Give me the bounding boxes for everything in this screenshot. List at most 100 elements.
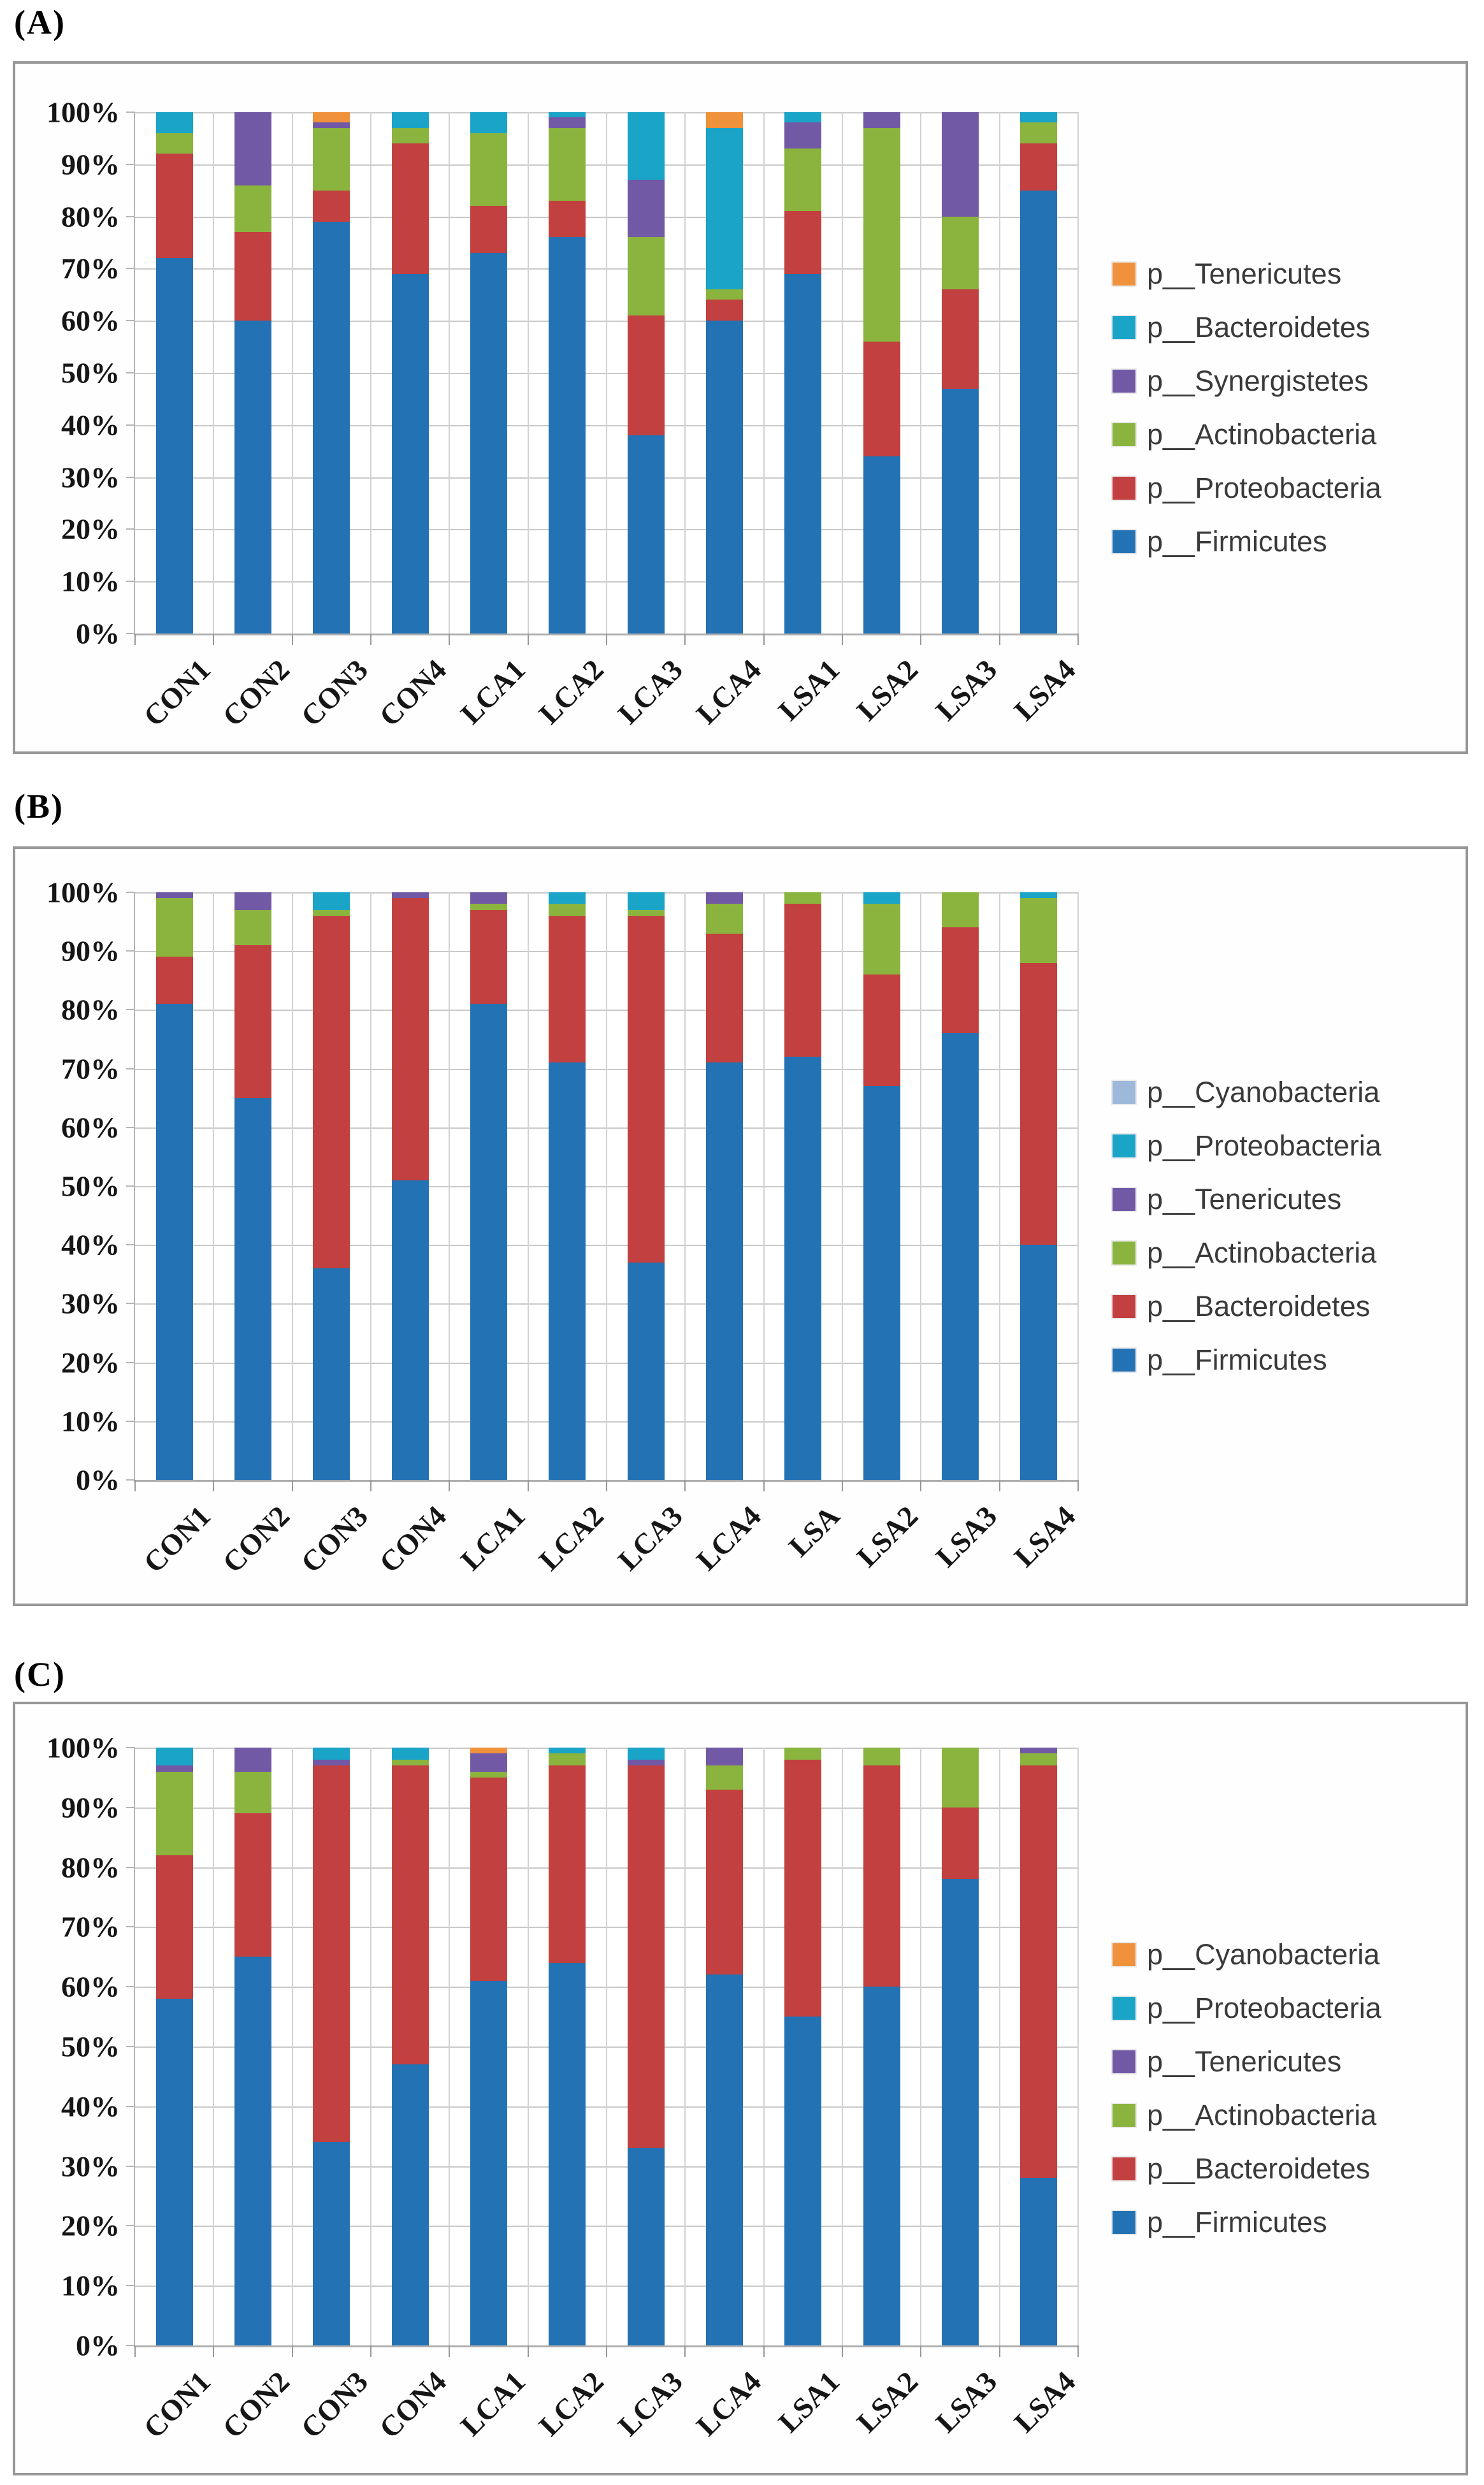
stacked-bar bbox=[470, 1748, 507, 2345]
bar-segment bbox=[313, 190, 350, 222]
legend-swatch bbox=[1111, 2049, 1137, 2075]
legend-item: p__Cyanobacteria bbox=[1111, 1938, 1457, 1971]
gridline-vertical bbox=[370, 892, 371, 1480]
bar-segment bbox=[941, 289, 979, 389]
stacked-bar bbox=[784, 112, 822, 634]
bar-segment bbox=[705, 1062, 743, 1480]
bar-segment bbox=[627, 1748, 665, 1760]
bar-segment bbox=[705, 321, 743, 634]
x-axis-category-label: CON1 bbox=[137, 653, 217, 733]
category-slot bbox=[764, 892, 842, 1480]
bar-segment bbox=[784, 1748, 822, 1760]
category-slot bbox=[449, 112, 528, 634]
stacked-bar bbox=[1020, 112, 1058, 634]
x-axis-category-label: LCA2 bbox=[533, 1499, 610, 1577]
category-slot bbox=[213, 1748, 292, 2345]
gridline-vertical bbox=[763, 1748, 765, 2345]
gridline-vertical bbox=[684, 112, 686, 634]
x-axis-category-label: LCA1 bbox=[454, 2365, 531, 2442]
x-axis-tick-mark bbox=[998, 1480, 1000, 1491]
stacked-bar bbox=[470, 892, 507, 1480]
x-axis-category-label: LCA1 bbox=[454, 1499, 531, 1577]
plot-area: 100% 90% 80% 70% 60% 50% 40% 30% 20% 10% 0% CON1 CON… bbox=[47, 1732, 1081, 2445]
bar-segment bbox=[549, 1962, 586, 2345]
x-axis-category-label: LSA4 bbox=[1007, 653, 1082, 727]
y-axis-tick-mark bbox=[126, 215, 135, 217]
bar-segment bbox=[627, 892, 665, 910]
y-axis-tick-label: 70% bbox=[61, 1052, 120, 1085]
y-axis-tick-mark bbox=[126, 1747, 135, 1748]
bar-segment bbox=[627, 1262, 665, 1480]
y-axis-tick-mark bbox=[126, 2165, 135, 2167]
x-axis-category-label: LCA4 bbox=[689, 2365, 767, 2442]
x-axis-tick-mark bbox=[213, 1480, 215, 1491]
y-axis-tick-mark bbox=[126, 2046, 135, 2047]
bar-segment bbox=[627, 435, 665, 634]
legend: p__Cyanobacteria p__Proteobacteria p__Tene… bbox=[1111, 849, 1457, 1604]
stacked-bar bbox=[784, 1748, 822, 2345]
stacked-bar bbox=[549, 892, 586, 1480]
category-slot bbox=[135, 1748, 213, 2345]
y-axis-tick-mark bbox=[126, 112, 135, 113]
bar-segment bbox=[155, 258, 193, 634]
gridline-vertical bbox=[291, 112, 293, 634]
stacked-bar bbox=[391, 892, 429, 1480]
legend-label: p__Proteobacteria bbox=[1147, 1992, 1381, 2024]
x-axis-category-label: LSA2 bbox=[850, 653, 925, 727]
legend-item: p__Tenericutes bbox=[1111, 2045, 1457, 2078]
legend-item: p__Proteobacteria bbox=[1111, 1992, 1457, 2025]
bar-segment bbox=[234, 1813, 271, 1957]
gridline-vertical bbox=[1077, 892, 1079, 1480]
category-slot bbox=[371, 1748, 449, 2345]
x-axis-category-label: CON2 bbox=[216, 653, 296, 733]
bar-segment bbox=[549, 1753, 586, 1766]
bar-segment bbox=[705, 1748, 743, 1766]
stacked-bar bbox=[941, 892, 979, 1480]
y-axis-tick-label: 50% bbox=[61, 2030, 120, 2063]
legend-label: p__Actinobacteria bbox=[1147, 417, 1377, 451]
stacked-bar bbox=[234, 892, 271, 1480]
bar-segment bbox=[549, 112, 586, 118]
y-axis-tick-mark bbox=[126, 2225, 135, 2227]
category-slot bbox=[292, 1748, 371, 2345]
plot-area: 100% 90% 80% 70% 60% 50% 40% 30% 20% 10% 0% CON1 CON… bbox=[47, 876, 1081, 1579]
bar-segment bbox=[391, 127, 429, 144]
category-slot bbox=[292, 892, 371, 1480]
legend-swatch bbox=[1111, 1942, 1137, 1967]
bar-segment bbox=[470, 133, 507, 206]
x-axis-tick-mark bbox=[606, 2345, 607, 2357]
y-axis-tick-label: 30% bbox=[61, 461, 120, 494]
x-axis-tick-mark bbox=[291, 1480, 293, 1491]
y-axis-tick-label: 60% bbox=[61, 304, 120, 337]
bar-segment bbox=[941, 892, 979, 928]
bar-segment bbox=[313, 892, 350, 910]
bar-segment bbox=[313, 1765, 350, 2143]
gridline-vertical bbox=[370, 112, 371, 634]
y-axis-tick-mark bbox=[126, 424, 135, 426]
bar-segment bbox=[313, 127, 350, 191]
bar-segment bbox=[941, 1748, 979, 1808]
x-axis-category-label: LSA2 bbox=[850, 2365, 925, 2439]
x-axis-tick-mark bbox=[527, 1480, 529, 1491]
y-axis-tick-label: 0% bbox=[76, 617, 120, 650]
stacked-bar bbox=[549, 112, 586, 634]
bar-segment bbox=[784, 122, 822, 149]
stacked-bar bbox=[313, 892, 350, 1480]
x-axis-category-label: CON4 bbox=[373, 1499, 453, 1579]
x-axis-category-label: LCA2 bbox=[533, 2365, 610, 2442]
bar-segment bbox=[941, 927, 979, 1034]
y-axis-tick-label: 10% bbox=[61, 565, 120, 598]
legend-swatch bbox=[1111, 528, 1137, 554]
x-axis-category-label: CON1 bbox=[137, 1499, 217, 1579]
gridline-vertical bbox=[1077, 1748, 1079, 2345]
bar-segment bbox=[234, 232, 271, 321]
x-axis-tick-mark bbox=[684, 2345, 686, 2357]
bar-segment bbox=[313, 915, 350, 1269]
category-slot bbox=[1000, 1748, 1078, 2345]
stacked-bar bbox=[627, 892, 665, 1480]
chart-frame-c: 100% 90% 80% 70% 60% 50% 40% 30% 20% 10% 0% CON1 CON… bbox=[13, 1702, 1468, 2475]
bar-segment bbox=[1020, 1753, 1058, 1766]
bar-segment bbox=[470, 1980, 507, 2345]
stacked-bar bbox=[234, 112, 271, 634]
y-axis-tick-label: 80% bbox=[61, 200, 120, 233]
